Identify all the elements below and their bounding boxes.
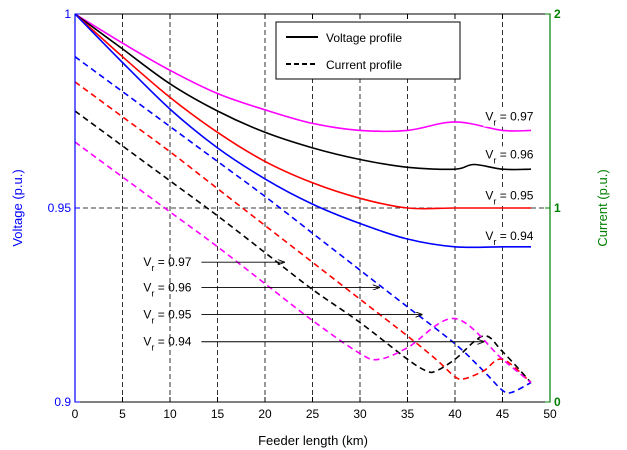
- annotation-layer: Vr = 0.97 Vr = 0.96 Vr = 0.95 Vr = 0.94 Vr =…: [143, 108, 541, 353]
- x-tick-label: 25: [306, 407, 320, 421]
- voltage-annotation-bg: [483, 187, 541, 206]
- x-tick-label: 15: [211, 407, 225, 421]
- voltage-annotation-bg: [483, 227, 541, 246]
- y-right-tick-label: 0: [554, 395, 561, 409]
- x-tick-label: 0: [72, 407, 79, 421]
- voltage-annotation-095: Vr = 0.95: [485, 188, 533, 206]
- current-profile-line-095: [74, 81, 532, 384]
- voltage-annotation-bg: [483, 108, 541, 127]
- voltage-profile-line-096: [74, 13, 532, 171]
- legend: Voltage profile Current profile: [275, 21, 461, 80]
- voltage-profile-line-095: [74, 13, 531, 210]
- voltage-annotation-096: Vr = 0.96: [485, 147, 533, 165]
- legend-label-current: Current profile: [326, 58, 402, 72]
- y-left-tick-label: 0.9: [54, 395, 71, 409]
- y-axis-left-label: Voltage (p.u.): [10, 169, 25, 246]
- legend-box: [275, 21, 461, 80]
- voltage-annotation-094: Vr = 0.94: [485, 229, 533, 247]
- x-tick-label: 5: [119, 407, 126, 421]
- current-annotation-095: Vr = 0.95: [143, 308, 191, 326]
- voltage-annotation-097: Vr = 0.97: [485, 110, 533, 128]
- x-tick-label: 10: [163, 407, 177, 421]
- y-axis-right-label: Current (p.u.): [595, 169, 610, 246]
- y-right-tick-label: 1: [554, 201, 561, 215]
- x-axis-label: Feeder length (km): [258, 433, 368, 448]
- x-tick-label: 20: [258, 407, 272, 421]
- current-profile-line-094: [74, 56, 532, 394]
- y-left-tick-label: 1: [64, 7, 71, 21]
- voltage-annotation-bg: [483, 146, 541, 165]
- current-annotation-094: Vr = 0.94: [143, 335, 191, 353]
- voltage-profile-line-094: [74, 13, 531, 249]
- voltage-profile-line-097: [74, 13, 532, 133]
- series-layer: [74, 13, 532, 394]
- x-tick-label: 45: [496, 407, 510, 421]
- current-profile-line-097: [74, 141, 532, 384]
- x-tick-label: 50: [543, 407, 557, 421]
- x-tick-label: 40: [448, 407, 462, 421]
- current-annotation-096: Vr = 0.96: [143, 280, 191, 298]
- current-annotation-097: Vr = 0.97: [143, 255, 191, 273]
- x-tick-label: 30: [353, 407, 367, 421]
- y-left-tick-label: 0.95: [48, 201, 72, 215]
- y-right-tick-label: 2: [554, 7, 561, 21]
- legend-label-voltage: Voltage profile: [326, 31, 402, 45]
- x-tick-label: 35: [401, 407, 415, 421]
